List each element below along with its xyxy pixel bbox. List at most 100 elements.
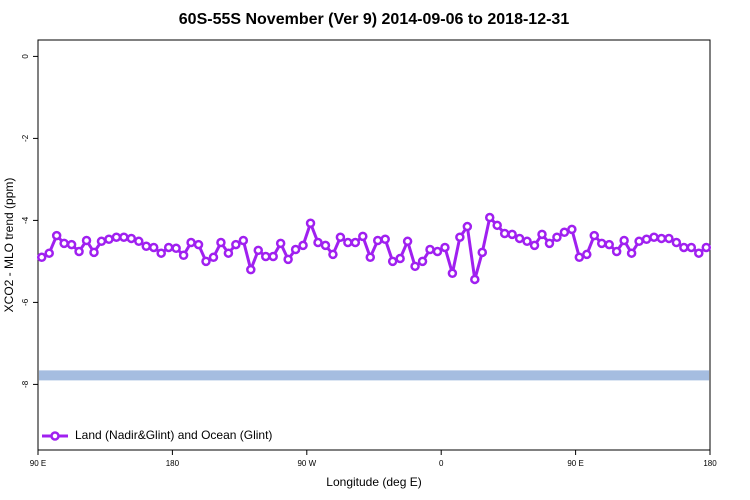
- data-point: [253, 245, 264, 256]
- data-point: [141, 241, 152, 251]
- chart-title: 60S-55S November (Ver 9) 2014-09-06 to 2…: [179, 11, 570, 28]
- data-point: [350, 237, 361, 248]
- data-point: [507, 229, 517, 240]
- data-point: [343, 237, 353, 248]
- data-point: [671, 237, 682, 248]
- data-point: [119, 232, 129, 242]
- data-point: [260, 251, 271, 262]
- data-point: [156, 248, 166, 258]
- data-point: [44, 248, 54, 258]
- data-point: [328, 249, 338, 260]
- data-point: [664, 233, 674, 244]
- data-point: [74, 246, 84, 257]
- data-point: [634, 236, 644, 247]
- data-point: [268, 251, 278, 262]
- data-point: [574, 252, 585, 263]
- data-point: [559, 227, 570, 238]
- y-tick-label: -2: [21, 134, 30, 142]
- data-point: [522, 236, 532, 247]
- data-point: [171, 243, 181, 254]
- x-axis-label: Longitude (deg E): [326, 475, 421, 489]
- data-point: [275, 238, 286, 249]
- data-point: [246, 264, 256, 275]
- data-point: [36, 252, 47, 263]
- x-tick-label: 180: [166, 459, 180, 468]
- data-point: [701, 242, 712, 253]
- data-point: [604, 239, 614, 250]
- data-point: [492, 220, 502, 231]
- y-tick-label: -6: [21, 298, 30, 306]
- data-point: [387, 256, 398, 267]
- data-point: [231, 239, 241, 250]
- data-point: [89, 247, 99, 258]
- data-point: [432, 246, 443, 257]
- data-point: [216, 237, 226, 248]
- data-point: [440, 242, 450, 253]
- data-point: [582, 249, 592, 260]
- x-tick-label: 180: [703, 459, 717, 468]
- data-point: [298, 240, 308, 251]
- x-tick-label: 90 E: [30, 459, 46, 468]
- data-point: [589, 230, 600, 241]
- y-tick-label: 0: [21, 54, 30, 59]
- data-point: [290, 244, 301, 255]
- data-point: [649, 232, 659, 242]
- data-point: [186, 237, 196, 248]
- y-axis-label: XCO2 - MLO trend (ppm): [2, 178, 16, 313]
- x-tick-label: 90 W: [297, 459, 316, 468]
- x-tick-label: 90 E: [567, 459, 583, 468]
- data-point: [596, 238, 607, 249]
- legend-label: Land (Nadir&Glint) and Ocean (Glint): [75, 428, 272, 442]
- data-point: [320, 240, 331, 251]
- data-point: [679, 242, 689, 253]
- data-point: [402, 236, 413, 247]
- data-point: [499, 228, 510, 239]
- data-point: [126, 233, 137, 244]
- data-point: [425, 244, 435, 255]
- data-point: [134, 236, 144, 247]
- data-point: [148, 242, 159, 253]
- data-point: [193, 239, 204, 250]
- data-point: [477, 247, 488, 258]
- data-point: [365, 252, 376, 263]
- data-point: [223, 248, 234, 258]
- data-point: [417, 256, 428, 267]
- data-point: [335, 232, 346, 242]
- data-point: [514, 233, 525, 244]
- data-point: [283, 254, 293, 265]
- data-point: [656, 233, 667, 244]
- data-point: [305, 218, 316, 229]
- data-point: [694, 248, 704, 258]
- data-point: [447, 268, 458, 279]
- data-point: [380, 234, 390, 245]
- data-point: [178, 250, 189, 260]
- data-point: [358, 231, 368, 242]
- data-point: [238, 235, 249, 246]
- data-point: [537, 229, 547, 240]
- y-tick-label: -8: [21, 380, 30, 388]
- data-point: [462, 221, 473, 232]
- data-point: [544, 238, 555, 249]
- x-tick-label: 0: [439, 459, 444, 468]
- data-point: [626, 248, 637, 258]
- data-point: [455, 232, 465, 242]
- data-point: [208, 252, 219, 263]
- data-point: [111, 232, 122, 242]
- data-point: [470, 274, 480, 285]
- data-point: [529, 240, 540, 251]
- data-point: [552, 232, 562, 242]
- data-point: [372, 235, 383, 246]
- data-point: [104, 234, 114, 245]
- data-point: [59, 238, 69, 249]
- data-point: [163, 242, 174, 253]
- data-point: [619, 235, 629, 246]
- reference-band: [39, 370, 709, 381]
- data-point: [313, 237, 323, 248]
- data-point: [66, 239, 77, 250]
- data-point: [96, 236, 107, 247]
- data-point: [51, 230, 62, 241]
- legend-marker: [50, 431, 60, 441]
- data-point: [201, 256, 211, 267]
- data-point: [395, 253, 405, 264]
